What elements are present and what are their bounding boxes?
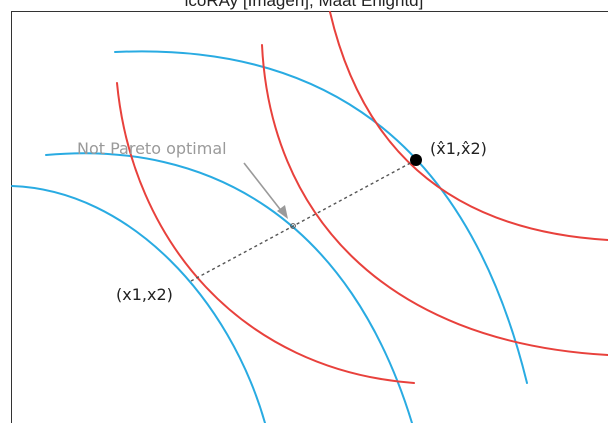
annotation-arrow <box>243 162 288 219</box>
blue-curves <box>11 50 528 423</box>
blue-curve-inner <box>11 185 266 423</box>
contract-dashed-line <box>190 159 417 282</box>
frame-top-border <box>11 11 608 12</box>
frame-left-border <box>11 11 12 423</box>
point-a-label: (x1,x2) <box>116 285 173 304</box>
pareto-optimal-point <box>410 154 422 166</box>
red-curve-middle <box>261 44 608 356</box>
blue-curve-outer <box>114 50 528 384</box>
red-curve-inner <box>116 82 415 384</box>
red-curve-outer <box>329 11 608 241</box>
top-caption: icoRAy [Imagen], Maat Enightd] <box>184 0 424 10</box>
point-b-label: (x̂1,x̂2) <box>430 139 487 158</box>
not-pareto-point <box>290 223 296 229</box>
red-curves <box>116 11 608 384</box>
blue-curve-middle <box>45 152 413 423</box>
not-pareto-optimal-label: Not Pareto optimal <box>77 139 227 158</box>
